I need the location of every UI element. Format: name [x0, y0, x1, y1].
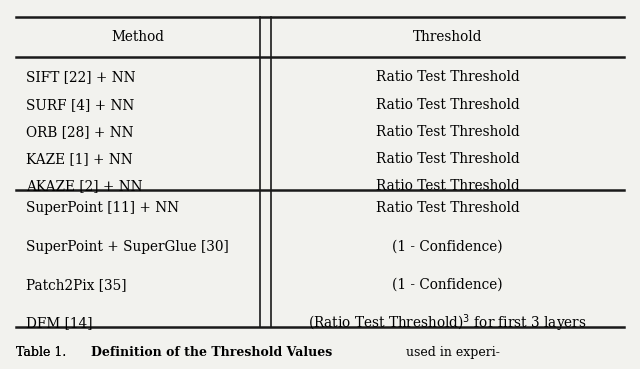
- Text: Ratio Test Threshold: Ratio Test Threshold: [376, 125, 520, 139]
- Text: Table 1.: Table 1.: [16, 346, 74, 359]
- Text: ORB [28] + NN: ORB [28] + NN: [26, 125, 133, 139]
- Text: Patch2Pix [35]: Patch2Pix [35]: [26, 278, 126, 292]
- Text: (Ratio Test Threshold)$^3$ for first 3 layers: (Ratio Test Threshold)$^3$ for first 3 l…: [308, 312, 587, 334]
- Text: used in experi-: used in experi-: [403, 346, 500, 359]
- Text: SURF [4] + NN: SURF [4] + NN: [26, 98, 134, 112]
- Text: Ratio Test Threshold: Ratio Test Threshold: [376, 70, 520, 85]
- Text: SIFT [22] + NN: SIFT [22] + NN: [26, 70, 135, 85]
- Text: Ratio Test Threshold: Ratio Test Threshold: [376, 98, 520, 112]
- Text: SuperPoint [11] + NN: SuperPoint [11] + NN: [26, 201, 179, 215]
- Text: DFM [14]: DFM [14]: [26, 316, 92, 330]
- Text: Method: Method: [111, 30, 164, 44]
- Text: (1 - Confidence): (1 - Confidence): [392, 278, 503, 292]
- Text: Table 1.: Table 1.: [16, 346, 74, 359]
- Text: KAZE [1] + NN: KAZE [1] + NN: [26, 152, 132, 166]
- Text: Threshold: Threshold: [413, 30, 483, 44]
- Text: SuperPoint + SuperGlue [30]: SuperPoint + SuperGlue [30]: [26, 239, 228, 254]
- Text: (1 - Confidence): (1 - Confidence): [392, 239, 503, 254]
- Text: AKAZE [2] + NN: AKAZE [2] + NN: [26, 179, 142, 193]
- Text: Definition of the Threshold Values: Definition of the Threshold Values: [91, 346, 332, 359]
- Text: Ratio Test Threshold: Ratio Test Threshold: [376, 179, 520, 193]
- Text: Ratio Test Threshold: Ratio Test Threshold: [376, 201, 520, 215]
- Text: Ratio Test Threshold: Ratio Test Threshold: [376, 152, 520, 166]
